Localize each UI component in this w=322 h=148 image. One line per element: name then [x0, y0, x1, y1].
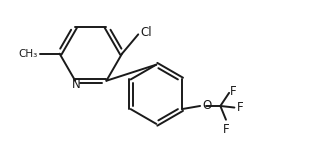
Text: F: F: [230, 85, 237, 98]
Text: O: O: [202, 99, 211, 112]
Text: F: F: [223, 123, 230, 136]
Text: Cl: Cl: [140, 26, 152, 39]
Text: F: F: [237, 101, 243, 114]
Text: N: N: [71, 78, 80, 91]
Text: CH₃: CH₃: [19, 49, 38, 59]
